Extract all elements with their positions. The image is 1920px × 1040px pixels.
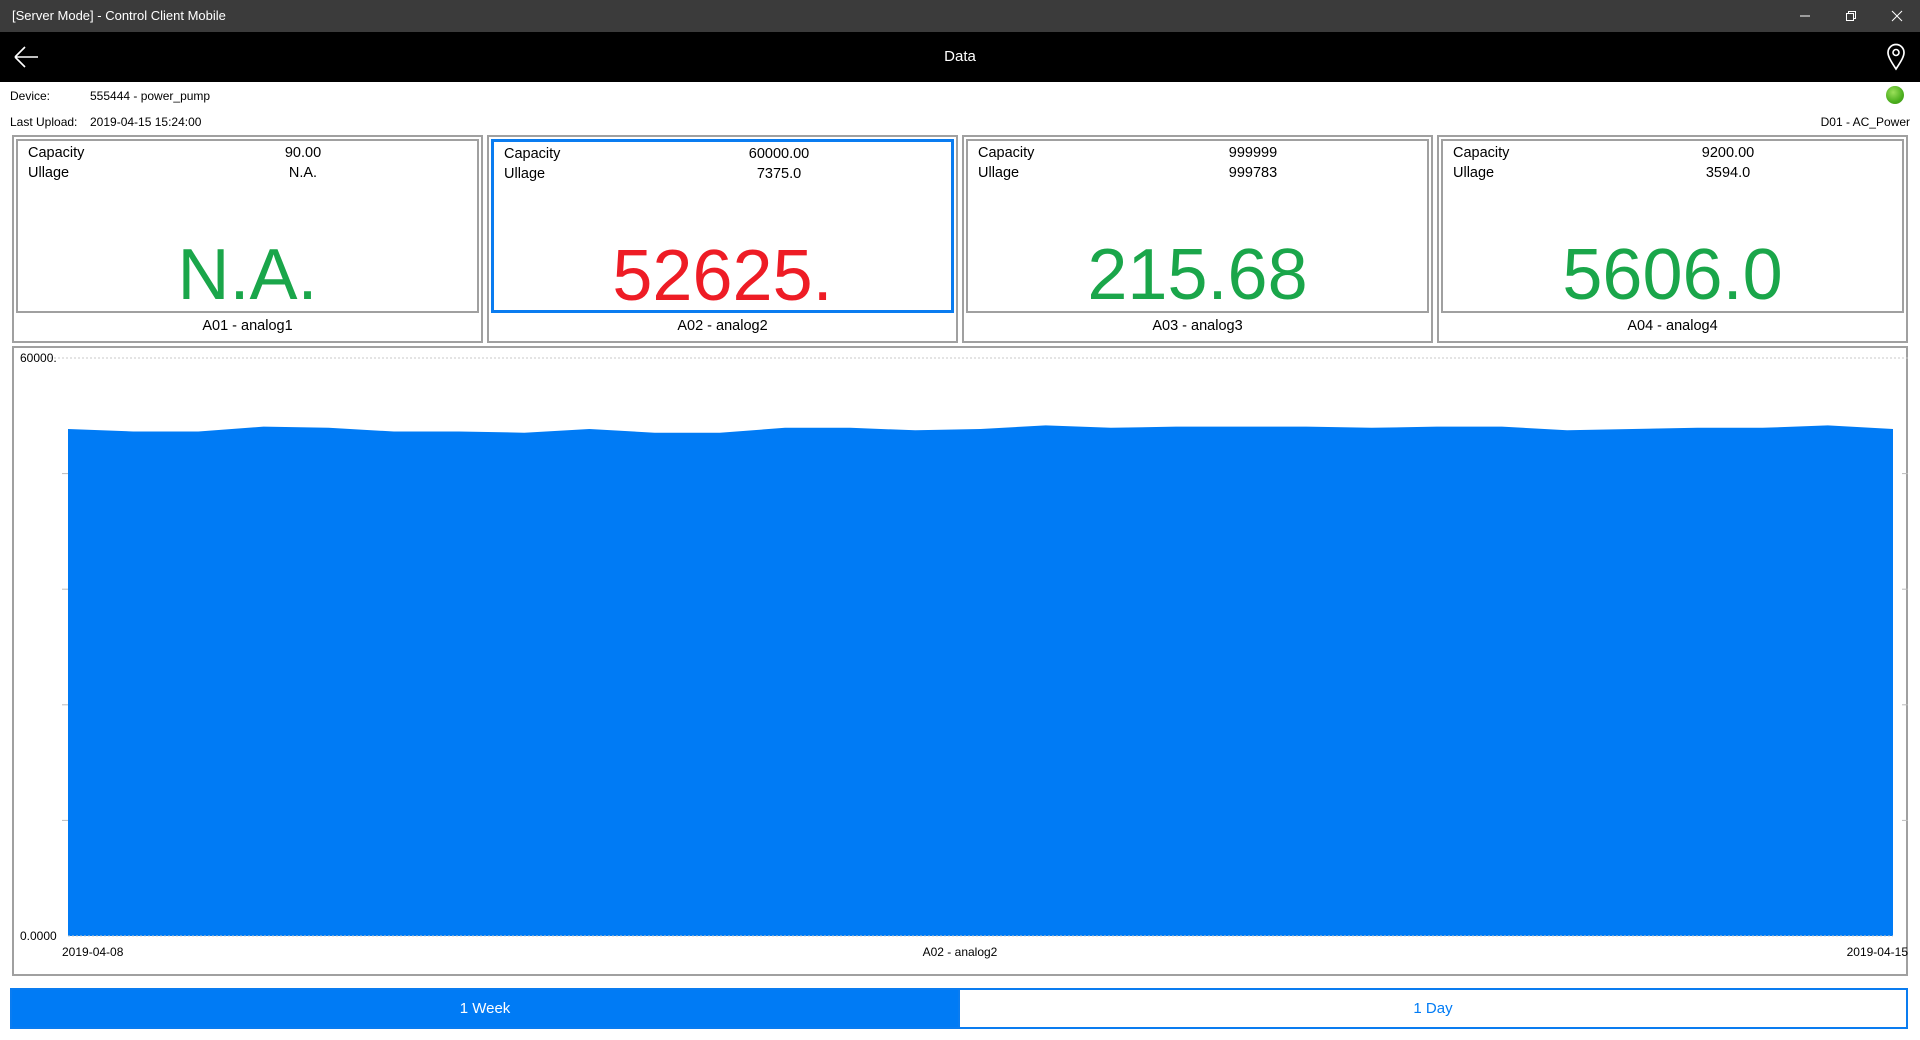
capacity-label: Capacity <box>978 145 1035 161</box>
ullage-value: 999783 <box>1228 165 1278 181</box>
analog-card-name: A02 - analog2 <box>677 318 768 334</box>
analog-card-name: A01 - analog1 <box>202 318 293 334</box>
analog-card-panel: Capacity 90.00 Ullage N.A. N.A. <box>16 139 479 313</box>
capacity-value: 90.00 <box>284 145 322 161</box>
ullage-label: Ullage <box>1453 165 1495 181</box>
range-1-week-button[interactable]: 1 Week <box>10 988 960 1029</box>
analog-card-name: A04 - analog4 <box>1627 318 1718 334</box>
digital-input-label: D01 - AC_Power <box>1820 115 1910 129</box>
device-label: Device: <box>10 89 51 103</box>
capacity-value: 9200.00 <box>1701 145 1755 161</box>
capacity-value: 999999 <box>1228 145 1278 161</box>
analog-card[interactable]: Capacity 90.00 Ullage N.A. N.A. A01 - an… <box>12 135 483 343</box>
analog-card-panel: Capacity 999999 Ullage 999783 215.68 <box>966 139 1429 313</box>
restore-icon[interactable] <box>1828 0 1874 32</box>
status-indicator <box>1886 86 1904 104</box>
area-chart: 60000. 0.0000 2019-04-08 2019-04-15 A02 - an… <box>20 351 1909 959</box>
ullage-value: 7375.0 <box>756 166 802 182</box>
nav-bar: Data <box>0 32 1920 82</box>
x-axis-label: A02 - analog2 <box>923 945 998 959</box>
window-title: [Server Mode] - Control Client Mobile <box>12 8 226 23</box>
y-tick-label-max: 60000. <box>20 351 57 365</box>
range-1-week-label: 1 Week <box>459 1000 511 1017</box>
range-1-day-button[interactable]: 1 Day <box>958 988 1908 1029</box>
reading-value: 52625. <box>612 236 833 316</box>
page-title: Data <box>944 48 976 65</box>
capacity-label: Capacity <box>504 146 561 162</box>
y-tick-label-min: 0.0000 <box>20 929 57 943</box>
capacity-label: Capacity <box>28 145 85 161</box>
ullage-value: N.A. <box>288 165 318 181</box>
minimize-icon[interactable] <box>1782 0 1828 32</box>
last-upload-value: 2019-04-15 15:24:00 <box>90 115 202 129</box>
map-pin-icon[interactable] <box>1886 43 1906 71</box>
x-tick-label-start: 2019-04-08 <box>62 945 124 959</box>
analog-card-panel: Capacity 60000.00 Ullage 7375.0 52625. <box>491 139 954 316</box>
last-upload-label: Last Upload: <box>10 115 78 129</box>
analog-card[interactable]: Capacity 999999 Ullage 999783 215.68 A03… <box>962 135 1433 343</box>
history-chart: 60000. 0.0000 2019-04-08 2019-04-15 A02 - an… <box>12 346 1908 976</box>
close-icon[interactable] <box>1874 0 1920 32</box>
analog-card-name: A03 - analog3 <box>1152 318 1243 334</box>
arrow-left-icon[interactable] <box>12 42 42 72</box>
reading-value: 215.68 <box>1087 235 1308 315</box>
x-tick-label-end: 2019-04-15 <box>1847 945 1909 959</box>
range-1-day-label: 1 Day <box>1413 1000 1453 1017</box>
ullage-label: Ullage <box>978 165 1020 181</box>
analog-card[interactable]: Capacity 60000.00 Ullage 7375.0 52625. A… <box>487 135 958 343</box>
analog-card[interactable]: Capacity 9200.00 Ullage 3594.0 5606.0 A0… <box>1437 135 1908 343</box>
capacity-label: Capacity <box>1453 145 1510 161</box>
ullage-value: 3594.0 <box>1705 165 1751 181</box>
ullage-label: Ullage <box>504 166 546 182</box>
ullage-label: Ullage <box>28 165 70 181</box>
analog-card-panel: Capacity 9200.00 Ullage 3594.0 5606.0 <box>1441 139 1904 313</box>
capacity-value: 60000.00 <box>748 146 810 162</box>
reading-value: 5606.0 <box>1562 235 1783 315</box>
area-series <box>68 425 1893 936</box>
reading-value: N.A. <box>177 235 318 315</box>
window-titlebar: [Server Mode] - Control Client Mobile <box>0 0 1920 32</box>
device-value: 555444 - power_pump <box>90 89 211 103</box>
